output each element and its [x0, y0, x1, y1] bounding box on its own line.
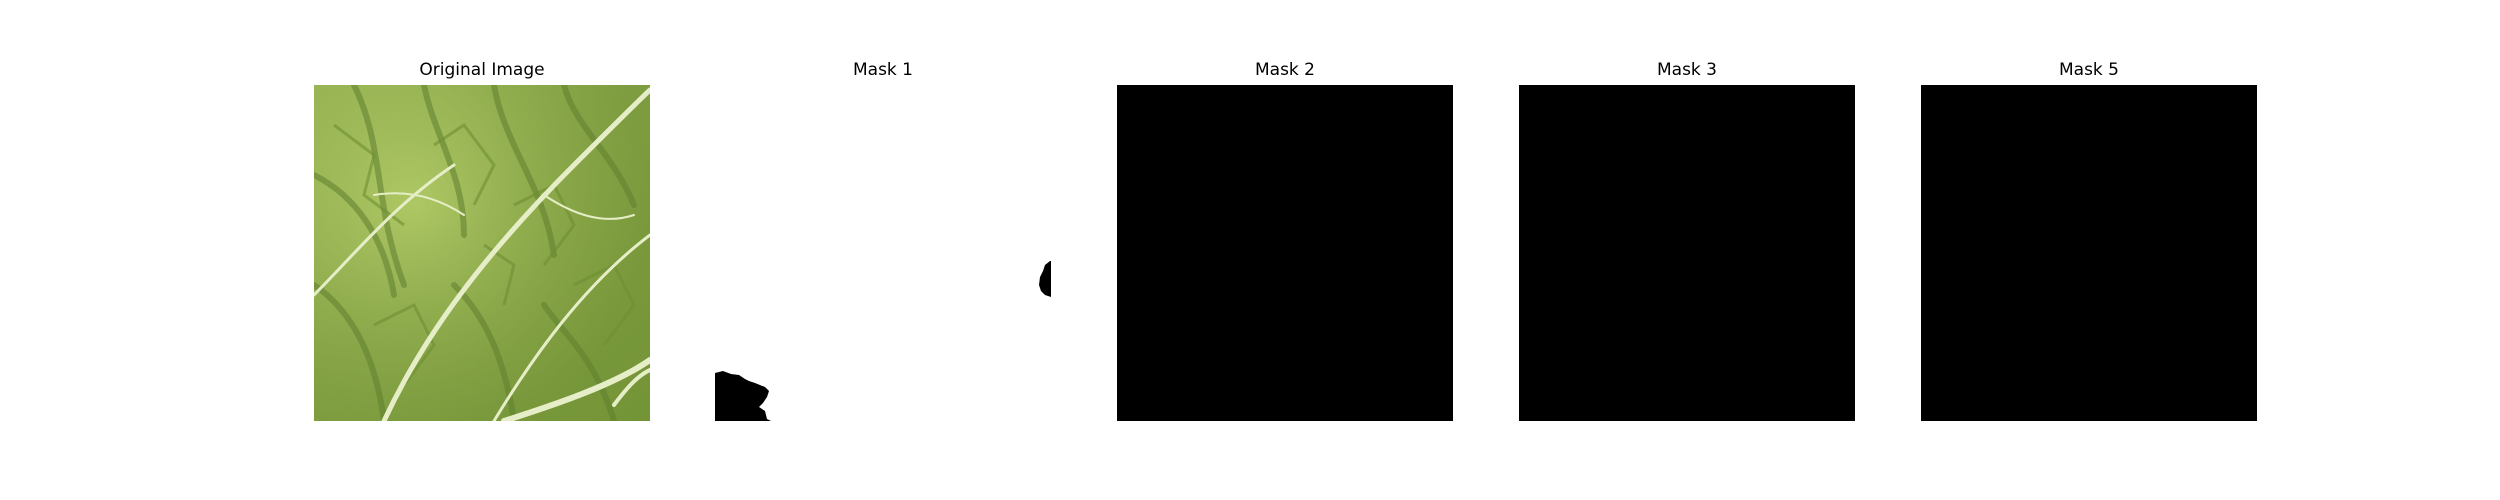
- panel-mask-5: Mask 5: [1921, 55, 2257, 445]
- leaf-photo-graphic: [314, 85, 650, 421]
- panel-mask-1: Mask 1: [715, 55, 1051, 445]
- mask-5-graphic: [1921, 85, 2257, 421]
- panel-mask-2: Mask 2: [1117, 55, 1453, 445]
- mask-2-image: [1117, 85, 1453, 421]
- panel-title: Mask 3: [1656, 60, 1717, 80]
- mask-2-graphic: [1117, 85, 1453, 421]
- mask-5-image: [1921, 85, 2257, 421]
- mask-background: [715, 85, 1051, 421]
- mask-blob-bottom-left: [715, 371, 771, 421]
- mask-1-image: [715, 85, 1051, 421]
- panel-title: Mask 1: [852, 60, 913, 80]
- mask-3-graphic: [1519, 85, 1855, 421]
- mask-1-graphic: [715, 85, 1051, 421]
- mask-3-image: [1519, 85, 1855, 421]
- panel-original-image: Original Image: [314, 55, 650, 445]
- panel-title: Mask 5: [2058, 60, 2119, 80]
- panel-mask-3: Mask 3: [1519, 55, 1855, 445]
- mask-blob-right-edge: [1039, 261, 1051, 297]
- panel-title: Mask 2: [1254, 60, 1315, 80]
- panel-title: Original Image: [419, 60, 545, 80]
- leaf-image: [314, 85, 650, 421]
